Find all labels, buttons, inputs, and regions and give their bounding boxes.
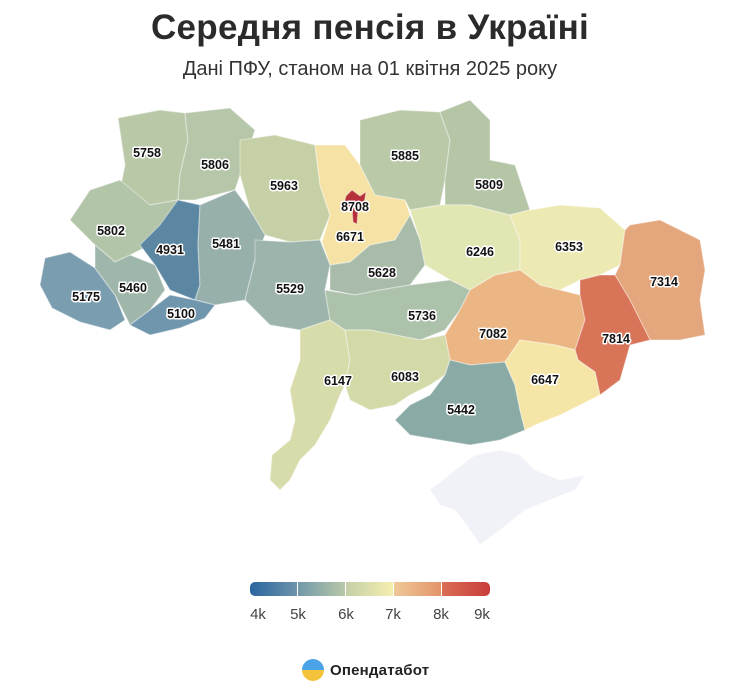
region-rivne[interactable] [177,107,256,201]
legend-tick: 4k [250,606,266,623]
value-label: 5736 [408,309,436,323]
value-label: 5806 [201,158,229,172]
legend-segment [250,582,297,596]
value-label: 5628 [368,266,396,280]
region-sumy[interactable] [439,99,531,216]
legend-segment [394,582,441,596]
legend-tick: 9k [474,606,490,623]
value-label: 4931 [156,243,184,257]
region-odesa[interactable] [269,319,351,491]
value-label: 5442 [447,403,475,417]
value-label: 7314 [650,275,678,289]
legend-tick: 7k [385,606,401,623]
brand: Опендатабот [302,659,429,681]
legend-segment [442,582,490,596]
region-zakarpattia[interactable] [39,251,126,331]
region-luhansk[interactable] [614,219,706,341]
value-label: 5963 [270,179,298,193]
value-label: 6246 [466,245,494,259]
value-label: 6147 [324,374,352,388]
region-kyiv-city[interactable] [343,189,367,225]
value-label: 5758 [133,146,161,160]
value-label: 6353 [555,240,583,254]
value-label: 6647 [531,373,559,387]
legend-tick: 8k [433,606,449,623]
region-chernivtsi[interactable] [128,294,217,336]
page-subtitle: Дані ПФУ, станом на 01 квітня 2025 року [182,58,558,80]
value-label: 5481 [212,237,240,251]
value-label: 5885 [391,149,419,163]
value-label: 5809 [475,178,503,192]
region-donetsk[interactable] [574,274,651,397]
legend-tick: 6k [338,606,354,623]
page-title: Середня пенсія в Україні [150,8,590,47]
legend-segment [346,582,393,596]
value-label: 6083 [391,370,419,384]
value-label: 5802 [97,224,125,238]
region-ivano-frankivsk[interactable] [94,243,166,326]
region-mykolaiv[interactable] [344,329,451,411]
legend-tick: 5k [290,606,306,623]
value-label: 5175 [72,290,100,304]
legend-segment [298,582,345,596]
value-label: 8708 [341,200,369,214]
value-label: 5460 [119,281,147,295]
color-legend [250,582,490,596]
value-label: 7814 [602,332,630,346]
value-label: 5100 [167,307,195,321]
brand-name: Опендатабот [330,661,430,679]
opendatabot-logo-icon [302,659,324,681]
region-zaporizhzhia[interactable] [504,339,601,431]
value-label: 5529 [276,282,304,296]
value-label: 7082 [479,327,507,341]
region-crimea[interactable] [429,449,587,546]
value-label: 6671 [336,230,364,244]
